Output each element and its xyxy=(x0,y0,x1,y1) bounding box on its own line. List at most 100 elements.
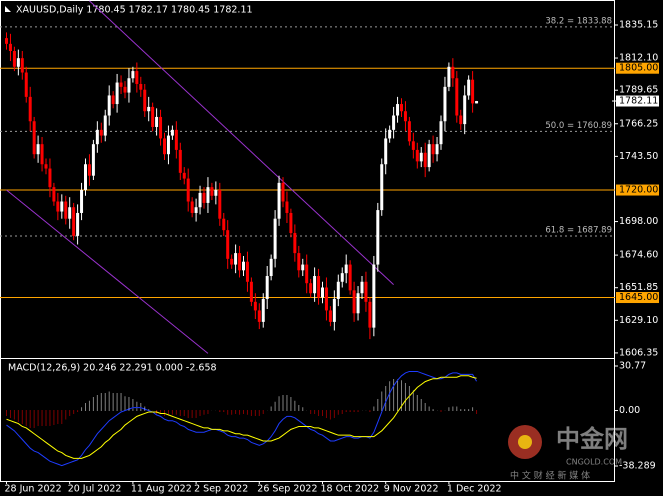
level-box xyxy=(616,62,659,74)
candle-body xyxy=(214,190,218,196)
candle-body xyxy=(226,230,230,259)
candle-body xyxy=(392,115,396,130)
candle-body xyxy=(170,129,174,136)
candle-body xyxy=(415,149,419,162)
fib-label: 38.2 = 1833.88 xyxy=(545,16,612,26)
candle-body xyxy=(455,78,459,116)
candle-body xyxy=(463,95,467,125)
candle-body xyxy=(285,201,289,213)
x-tick-label: 2 Sep 2022 xyxy=(194,484,248,495)
candle-body xyxy=(459,115,463,125)
x-tick-label: 11 Aug 2022 xyxy=(131,484,192,495)
candle-body xyxy=(190,201,194,213)
candle-body xyxy=(309,283,313,294)
candle-body xyxy=(360,281,364,294)
candle-body xyxy=(249,281,253,302)
candle-body xyxy=(28,96,32,122)
y-tick-label: 1812.10 xyxy=(619,53,658,64)
candle-body xyxy=(48,168,52,188)
candle-body xyxy=(348,264,352,291)
candle-body xyxy=(8,43,12,52)
last-price-box xyxy=(616,95,659,107)
candle-body xyxy=(403,111,407,122)
candle-body xyxy=(147,106,151,112)
y-tick-label: 30.77 xyxy=(619,361,646,372)
candle-body xyxy=(230,258,234,265)
candle-body xyxy=(281,182,285,202)
candle-body xyxy=(336,281,340,299)
candle-body xyxy=(324,287,328,311)
candle-body xyxy=(206,187,210,203)
candle-body xyxy=(103,115,107,136)
x-tick-label: 18 Oct 2022 xyxy=(321,484,380,495)
watermark-brand: 中金网 xyxy=(556,425,628,453)
candle-body xyxy=(423,152,427,168)
candle-body xyxy=(56,201,60,212)
y-tick-label: 1766.25 xyxy=(619,118,658,129)
candle-body xyxy=(380,164,384,211)
candle-body xyxy=(427,144,431,168)
candle-body xyxy=(356,293,360,314)
level-label: 1805.00 xyxy=(619,63,658,74)
trendline xyxy=(6,189,209,354)
candle-body xyxy=(305,264,309,284)
candle-body xyxy=(91,144,95,176)
y-tick-label: 1606.35 xyxy=(619,347,658,358)
candle-body xyxy=(364,281,368,302)
y-tick-label: 1674.60 xyxy=(619,250,658,261)
watermark-slogan: 中 文 财 经 新 媒 体 xyxy=(510,470,590,482)
x-tick-label: 20 Jul 2022 xyxy=(68,484,122,495)
candle-body xyxy=(344,264,348,274)
candle-body xyxy=(123,86,127,93)
level-label: 1720.00 xyxy=(619,185,658,196)
candle-body xyxy=(321,287,324,298)
candle-body xyxy=(115,82,119,105)
candle-body xyxy=(313,276,317,294)
candle-body xyxy=(435,144,439,155)
candle-body xyxy=(210,187,214,196)
menu-icon xyxy=(5,6,11,12)
candle-body xyxy=(186,178,190,202)
level-label: 1645.00 xyxy=(619,292,658,303)
candle-body xyxy=(293,233,297,254)
candle-body xyxy=(269,258,273,277)
candle-body xyxy=(368,301,372,328)
candle-body xyxy=(178,149,182,173)
watermark-logo-core xyxy=(518,435,532,449)
y-tick-label: 1743.50 xyxy=(619,151,658,162)
candle-body xyxy=(12,51,16,67)
candle-body xyxy=(24,72,28,97)
candle-body xyxy=(277,182,281,219)
trendline xyxy=(89,0,394,285)
candle-body xyxy=(400,104,403,112)
candle-body xyxy=(159,116,163,139)
candle-body xyxy=(80,190,84,213)
candle-body xyxy=(44,164,48,169)
level-box xyxy=(616,292,659,304)
candle-body xyxy=(407,121,411,142)
candle-body xyxy=(317,276,321,298)
y-tick-label: 1651.85 xyxy=(619,282,658,293)
candle-body xyxy=(297,253,301,271)
y-tick-label: 1698.00 xyxy=(619,216,658,227)
candle-body xyxy=(166,135,170,155)
candle-body xyxy=(72,207,76,236)
candle-body xyxy=(301,264,305,271)
level-box xyxy=(616,184,659,196)
candle-body xyxy=(222,218,226,231)
candle-body xyxy=(352,290,356,314)
candle-body xyxy=(396,104,400,116)
candle-body xyxy=(340,273,344,282)
candle-body xyxy=(419,152,423,162)
candle-body xyxy=(194,207,198,213)
candle-body xyxy=(234,253,238,265)
candle-body xyxy=(151,106,155,127)
candle-body xyxy=(384,138,388,165)
x-tick-label: 1 Dec 2022 xyxy=(447,484,502,495)
candle-body xyxy=(52,187,56,202)
candle-body xyxy=(471,79,475,104)
candle-body xyxy=(431,144,435,155)
candle-body xyxy=(119,82,123,87)
macd-line xyxy=(6,370,477,467)
candle-body xyxy=(467,79,471,96)
